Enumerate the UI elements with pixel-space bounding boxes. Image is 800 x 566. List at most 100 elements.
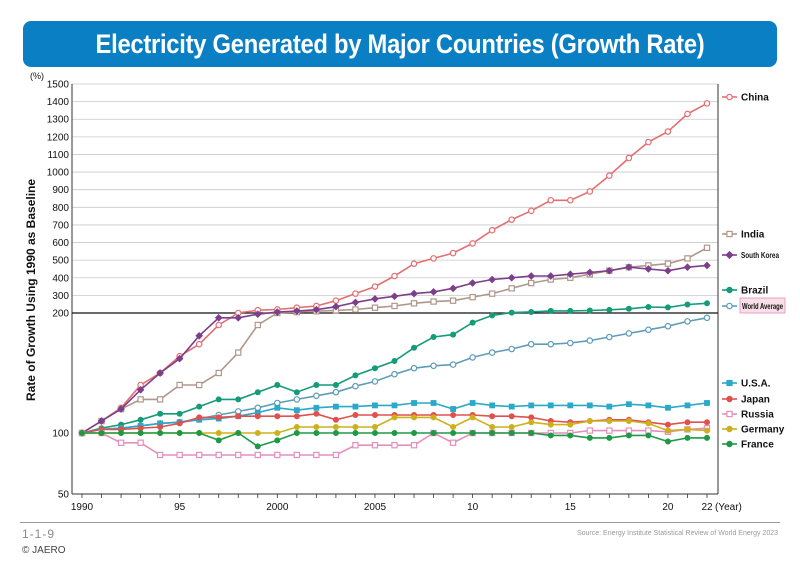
- data-point: [215, 369, 222, 377]
- data-point: [645, 420, 652, 427]
- data-point: [625, 154, 633, 162]
- data-point: [645, 326, 652, 334]
- data-point: [703, 314, 711, 322]
- data-point: [234, 313, 243, 322]
- data-point: [450, 429, 457, 436]
- data-point: [175, 354, 184, 363]
- data-point: [371, 378, 379, 385]
- data-point: [528, 419, 535, 426]
- y-tick-label: 1000: [47, 168, 70, 179]
- data-point: [391, 414, 398, 421]
- data-point: [606, 172, 613, 179]
- data-point: [430, 362, 437, 370]
- data-point: [645, 427, 652, 434]
- data-point: [332, 429, 339, 436]
- legend-marker: [726, 286, 733, 294]
- data-point: [547, 402, 554, 409]
- data-point: [253, 310, 262, 319]
- data-point: [371, 423, 378, 430]
- data-point: [410, 364, 418, 372]
- legend-marker: [726, 379, 733, 387]
- data-point: [605, 266, 614, 275]
- data-point: [703, 427, 710, 434]
- data-point: [586, 337, 594, 344]
- data-point: [293, 389, 300, 396]
- data-point: [371, 304, 379, 311]
- x-tick-label: 2000: [266, 502, 289, 513]
- data-point: [391, 442, 398, 449]
- data-point: [195, 451, 203, 459]
- y-tick-label: 300: [52, 291, 69, 302]
- data-point: [625, 417, 632, 424]
- data-point: [411, 344, 418, 351]
- y-tick-label: 1400: [47, 97, 70, 108]
- data-point: [684, 434, 691, 441]
- x-tick-label: 10: [467, 502, 479, 513]
- data-point: [625, 427, 633, 434]
- data-point: [274, 404, 281, 411]
- data-point: [606, 306, 613, 313]
- data-point: [528, 402, 535, 409]
- data-point: [684, 301, 691, 308]
- data-point: [351, 298, 360, 307]
- data-point: [489, 413, 496, 420]
- data-point: [449, 297, 457, 304]
- data-point: [391, 357, 398, 364]
- data-point: [274, 451, 281, 459]
- data-point: [391, 272, 398, 280]
- data-point: [469, 400, 476, 406]
- data-point: [293, 407, 300, 414]
- data-point: [333, 403, 339, 410]
- legend-marker: [726, 410, 733, 418]
- data-point: [664, 266, 672, 275]
- data-point: [449, 439, 457, 446]
- data-point: [703, 300, 710, 307]
- data-point: [352, 382, 359, 390]
- y-tick-label: 500: [52, 256, 69, 267]
- copyright-text: © JAERO: [22, 545, 66, 556]
- data-point: [645, 304, 652, 311]
- data-point: [508, 429, 515, 436]
- data-point: [352, 423, 359, 430]
- data-point: [214, 313, 223, 322]
- legend-label: South Korea: [741, 250, 779, 260]
- data-point: [176, 420, 183, 427]
- data-point: [156, 451, 164, 459]
- data-point: [606, 434, 613, 441]
- x-tick-label: 20: [662, 502, 674, 513]
- data-point: [371, 429, 378, 436]
- data-point: [488, 275, 496, 284]
- data-point: [195, 381, 203, 389]
- growth-rate-chart: 200 300 400 500 600 700 800 900 1000 1100 1200 1300…: [24, 71, 786, 513]
- data-point: [215, 437, 222, 444]
- data-point: [254, 413, 261, 420]
- data-point: [176, 410, 183, 417]
- data-point: [586, 427, 594, 434]
- data-point: [137, 439, 144, 446]
- data-point: [527, 207, 535, 215]
- data-point: [332, 302, 340, 311]
- data-point: [371, 295, 379, 303]
- data-point: [703, 434, 710, 441]
- data-point: [332, 451, 340, 459]
- data-point: [449, 361, 457, 368]
- data-point: [704, 400, 710, 406]
- data-point: [586, 188, 594, 195]
- data-point: [332, 388, 340, 396]
- data-point: [196, 429, 203, 436]
- data-point: [625, 401, 632, 408]
- series-line-china: [81, 102, 708, 434]
- data-point: [157, 423, 164, 430]
- data-point: [293, 429, 300, 436]
- legend-marker: [726, 440, 733, 448]
- legend-highlight-box: [739, 297, 786, 314]
- data-point: [391, 402, 398, 409]
- data-point: [645, 138, 652, 146]
- data-point: [118, 429, 125, 436]
- data-point: [546, 272, 555, 280]
- data-point: [274, 381, 281, 388]
- data-point: [274, 429, 281, 436]
- data-point: [235, 429, 242, 436]
- data-point: [430, 429, 437, 436]
- data-point: [430, 255, 437, 262]
